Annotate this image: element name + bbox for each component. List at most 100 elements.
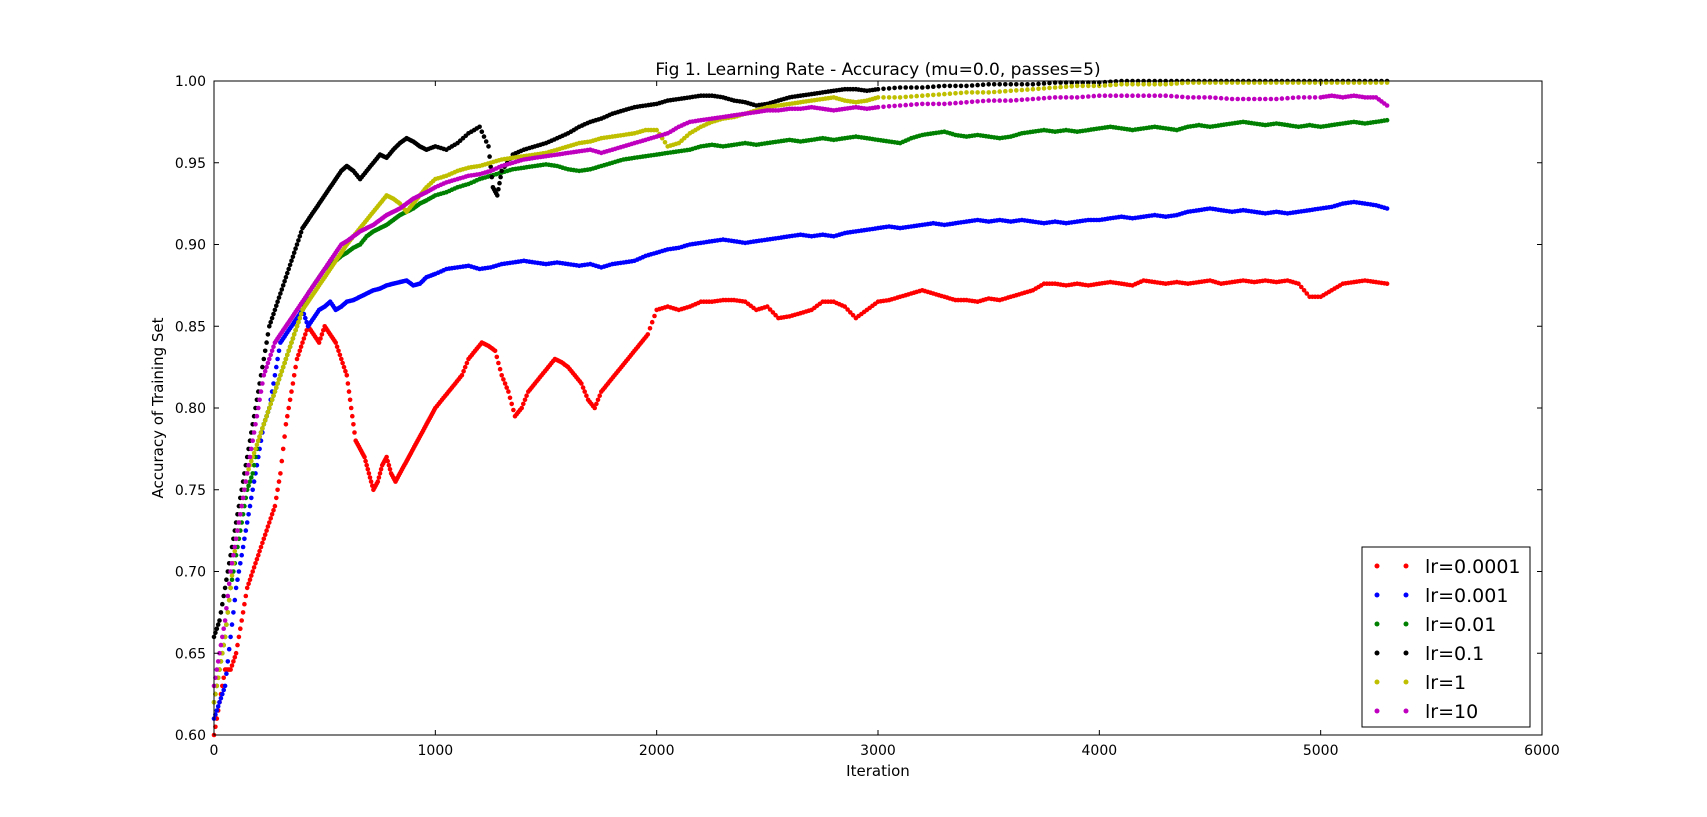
data-point	[345, 381, 351, 386]
data-point	[224, 606, 229, 611]
data-point	[1152, 82, 1157, 87]
data-point	[765, 304, 770, 309]
data-point	[1384, 206, 1390, 211]
data-point	[249, 458, 254, 464]
data-point	[892, 103, 897, 109]
data-point	[842, 304, 848, 309]
data-point	[1180, 80, 1185, 86]
data-point	[224, 577, 229, 582]
data-point	[235, 577, 240, 582]
data-point	[251, 430, 257, 435]
data-point	[509, 401, 514, 407]
data-point	[1030, 82, 1036, 87]
data-point	[1069, 84, 1074, 89]
data-point	[265, 360, 271, 366]
data-point	[1135, 82, 1141, 87]
data-point	[1135, 93, 1141, 98]
data-point	[1058, 95, 1063, 100]
data-point	[1185, 95, 1191, 100]
data-point	[301, 336, 307, 341]
data-point	[1174, 94, 1180, 99]
data-point	[494, 354, 500, 360]
data-point	[289, 389, 294, 394]
data-point	[1080, 94, 1085, 100]
legend-label: lr=0.0001	[1425, 556, 1521, 578]
legend-entry: lr=1	[1374, 672, 1466, 694]
data-point	[264, 364, 269, 370]
data-point	[290, 336, 296, 341]
data-point	[958, 90, 964, 96]
data-point	[269, 315, 275, 321]
data-point	[1003, 98, 1008, 103]
data-point	[377, 471, 383, 476]
data-point	[991, 89, 997, 95]
data-point	[462, 364, 468, 370]
data-point	[229, 622, 235, 627]
data-point	[1163, 82, 1168, 87]
data-point	[333, 340, 339, 345]
data-point	[238, 512, 243, 517]
data-point	[267, 405, 272, 411]
data-point	[986, 98, 991, 103]
data-point	[1058, 84, 1063, 90]
data-point	[1097, 93, 1102, 98]
data-point	[334, 344, 340, 350]
data-point	[282, 279, 287, 284]
data-point	[347, 397, 353, 403]
data-point	[260, 381, 265, 386]
data-point	[1384, 117, 1390, 123]
data-point	[969, 99, 975, 105]
data-point	[942, 101, 947, 107]
data-point	[773, 312, 778, 318]
data-point	[228, 667, 233, 672]
data-point	[897, 103, 903, 108]
data-point	[276, 295, 282, 300]
data-point	[953, 91, 958, 96]
data-point	[246, 512, 251, 517]
data-point	[217, 650, 222, 656]
data-point	[464, 360, 470, 366]
data-point	[1047, 80, 1052, 86]
data-point	[298, 311, 304, 317]
data-point	[229, 561, 235, 566]
data-point	[1157, 93, 1163, 98]
y-tick-label: 1.00	[175, 74, 206, 90]
x-axis: 0 1000 2000 3000 4000 5000 6000	[210, 81, 1560, 759]
data-point	[384, 454, 389, 460]
data-point	[351, 422, 356, 427]
data-point	[243, 528, 249, 533]
data-point	[251, 462, 257, 468]
data-point	[375, 479, 381, 484]
data-point	[461, 368, 466, 374]
data-point	[233, 585, 239, 591]
data-point	[1074, 95, 1080, 100]
data-point	[767, 307, 773, 312]
data-point	[1080, 83, 1085, 89]
data-point	[1191, 95, 1196, 100]
data-point	[501, 377, 506, 382]
data-point	[850, 312, 856, 318]
data-point	[275, 299, 280, 305]
data-point	[1213, 95, 1218, 101]
data-point	[504, 385, 510, 390]
data-point	[282, 360, 287, 366]
data-point	[1119, 93, 1124, 98]
data-point	[881, 95, 886, 100]
data-point	[481, 134, 487, 139]
data-point	[1014, 88, 1019, 93]
data-point	[218, 610, 224, 615]
data-point	[250, 487, 255, 493]
data-point	[283, 274, 289, 280]
data-point	[217, 618, 222, 623]
data-point	[925, 84, 931, 90]
data-point	[240, 495, 246, 501]
data-point	[221, 675, 226, 681]
data-point	[222, 585, 228, 591]
data-point	[498, 174, 503, 180]
data-point	[511, 407, 516, 413]
data-point	[217, 700, 222, 705]
data-point	[881, 104, 886, 110]
data-point	[265, 524, 271, 529]
data-point	[1174, 81, 1180, 86]
